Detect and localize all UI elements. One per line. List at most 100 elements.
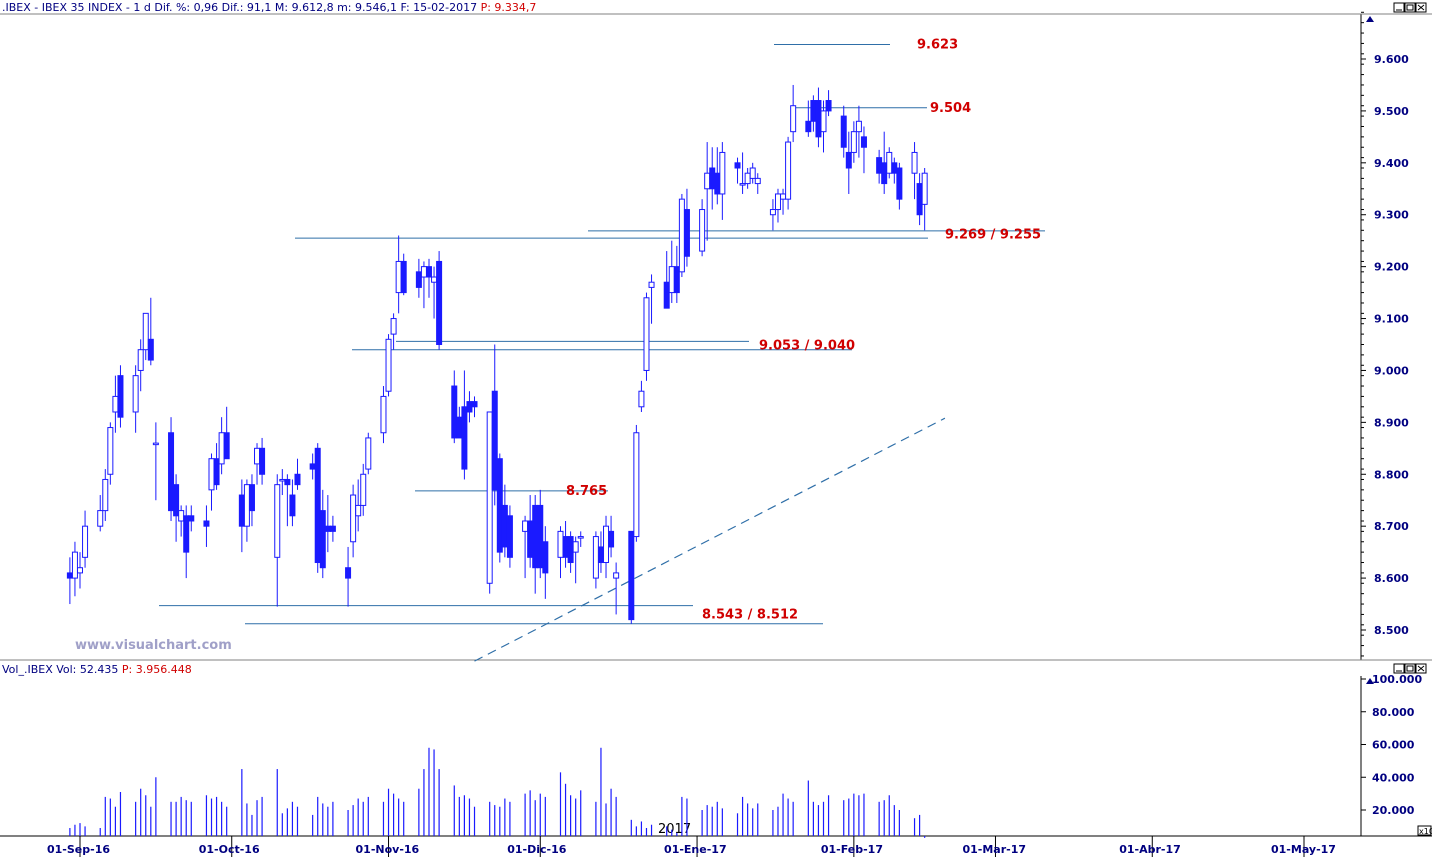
candle-up [522, 520, 529, 532]
candle-up [678, 198, 685, 273]
volume-tick-label: 20.000 [1372, 804, 1415, 817]
candle-down [881, 162, 888, 185]
candle-up [850, 131, 857, 153]
candle-down [916, 183, 923, 216]
candle-up [218, 432, 225, 465]
candle-up [82, 525, 89, 558]
candle-down [825, 100, 832, 112]
candle-down [683, 209, 690, 257]
candle-up [603, 525, 610, 564]
candle-up [704, 172, 711, 190]
candle-up [420, 266, 427, 278]
price-tick-label: 8.600 [1374, 572, 1409, 585]
candle-up [557, 530, 564, 558]
candle-up [254, 447, 261, 465]
volume-maximize-icon [1406, 665, 1414, 672]
candle-down [461, 406, 468, 470]
trendline [474, 417, 946, 662]
price-tick-label: 8.900 [1374, 416, 1409, 429]
candle-up [572, 541, 579, 553]
price-panel-buttons [1393, 2, 1427, 13]
candle-down [496, 458, 503, 553]
candle-down [471, 401, 478, 408]
candle-down [673, 266, 680, 294]
candle-down [324, 525, 331, 532]
price-tick-label: 9.400 [1374, 157, 1409, 170]
volume-minimize-button[interactable] [1393, 663, 1405, 674]
candle-down [532, 504, 539, 569]
level-label: 9.504 [930, 101, 971, 116]
candle-up [274, 484, 281, 558]
candle-up [390, 318, 397, 335]
candle-up [790, 105, 797, 133]
candle-down [537, 504, 544, 569]
price-tick-label: 8.700 [1374, 520, 1409, 533]
candle-down [425, 266, 432, 278]
volume-multiplier: x10 [1419, 827, 1432, 836]
candle-down [147, 338, 154, 361]
axis-scroll-up-icon[interactable] [1366, 16, 1374, 22]
candle-down [608, 530, 615, 548]
volume-axis-scroll-up-icon[interactable] [1366, 678, 1374, 684]
candle-down [203, 520, 210, 527]
price-tick-label: 9.600 [1374, 53, 1409, 66]
price-tick-label: 9.500 [1374, 105, 1409, 118]
watermark: www.visualchart.com [75, 638, 232, 653]
candle-up [137, 349, 144, 371]
price-header-value: P: 9.334,7 [480, 1, 537, 14]
candle-down [466, 401, 473, 413]
candle-down [810, 100, 817, 122]
candle-down [628, 530, 635, 621]
candle-up [279, 478, 286, 482]
candle-up [638, 390, 645, 408]
candle-down [734, 162, 741, 169]
level-label: 8.543 / 8.512 [702, 608, 798, 623]
candle-up [112, 395, 119, 413]
price-tick-label: 9.100 [1374, 313, 1409, 326]
level-label: 9.053 / 9.040 [759, 339, 855, 354]
minimize-button[interactable] [1393, 2, 1405, 13]
candle-up [785, 141, 792, 200]
candle-down [345, 567, 352, 579]
candle-up [395, 260, 402, 294]
candle-up [152, 442, 159, 446]
date-tick-label: 01-Sep-16 [47, 843, 110, 856]
candle-down [491, 390, 498, 491]
date-tick-label: 01-Mar-17 [962, 843, 1026, 856]
volume-tick-label: 60.000 [1372, 739, 1415, 752]
candle-down [436, 260, 443, 346]
candle-up [208, 458, 215, 491]
date-tick-label: 01-Nov-16 [356, 843, 420, 856]
candle-down [173, 484, 180, 517]
candle-up [648, 281, 655, 288]
candle-up [739, 183, 746, 186]
candle-down [329, 525, 336, 532]
candle-up [350, 494, 357, 543]
volume-close-icon [1417, 665, 1425, 672]
candle-down [709, 167, 716, 190]
candle-up [243, 484, 250, 527]
volume-year-label: 2017 [658, 822, 691, 837]
candle-down [183, 515, 190, 553]
candle-down [896, 167, 903, 200]
candle-up [77, 567, 83, 574]
candle-up [385, 338, 392, 392]
candle-up [820, 110, 827, 133]
maximize-button[interactable] [1404, 2, 1416, 13]
candle-up [355, 504, 362, 517]
candle-down [314, 447, 321, 564]
candle-down [815, 100, 822, 138]
price-header: .IBEX - IBEX 35 INDEX - 1 d Dif. %: 0,96… [2, 1, 536, 14]
date-tick-label: 01-Oct-16 [199, 843, 260, 856]
candle-down [876, 157, 883, 174]
candle-down [238, 494, 245, 527]
candle-down [542, 541, 549, 574]
candle-up [178, 510, 185, 522]
candle-down [506, 515, 513, 558]
volume-panel-buttons [1393, 663, 1427, 674]
candle-up [360, 473, 367, 506]
candle-down [527, 520, 534, 558]
candle-up [380, 395, 387, 434]
volume-maximize-button[interactable] [1404, 663, 1416, 674]
